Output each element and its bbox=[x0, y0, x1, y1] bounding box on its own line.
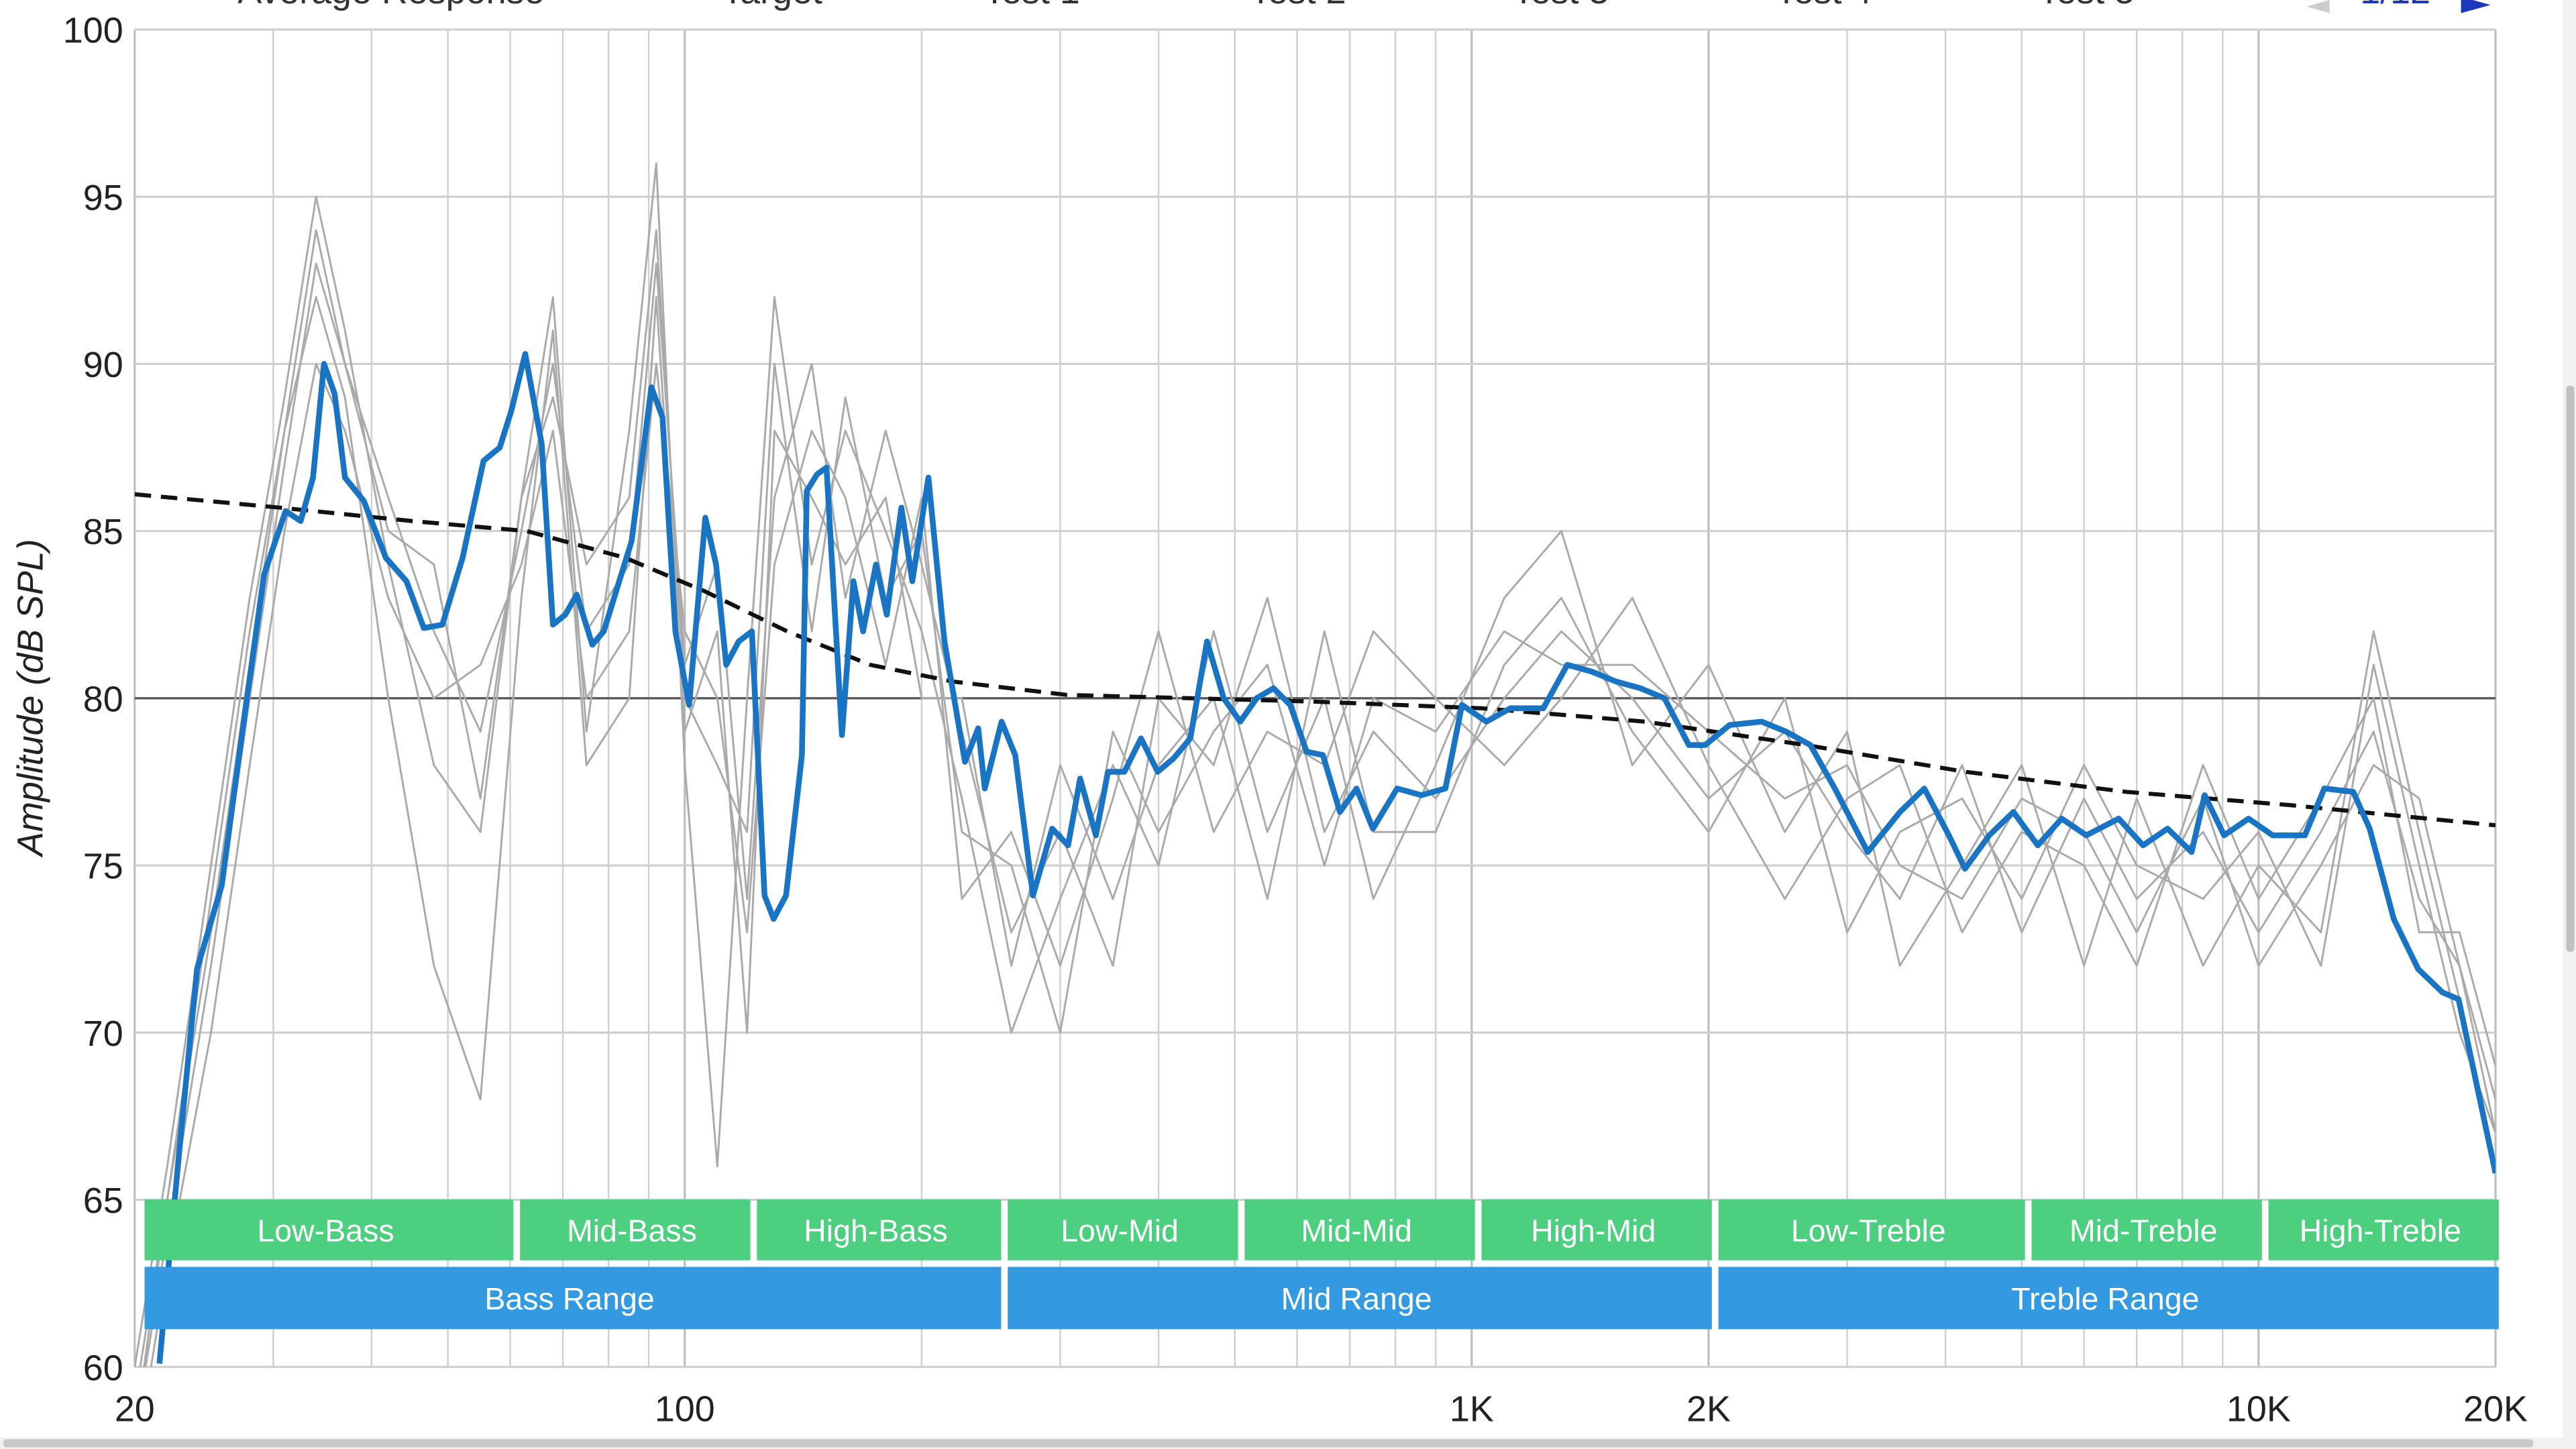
band-label: High-Bass bbox=[804, 1214, 948, 1248]
series-line bbox=[134, 492, 2496, 828]
legend-entry: Average Response bbox=[237, 0, 544, 11]
band bbox=[2031, 1199, 2262, 1260]
legend-entry: Test 2 bbox=[1250, 0, 1346, 11]
x-tick-label: 2K bbox=[1686, 1389, 1731, 1429]
band bbox=[1718, 1199, 2025, 1260]
series-line bbox=[139, 296, 2496, 1367]
series-line bbox=[150, 362, 2496, 1367]
x-tick-label: 10K bbox=[2226, 1389, 2291, 1429]
legend-entry: Test 4 bbox=[1776, 0, 1872, 11]
pager-prev[interactable] bbox=[2306, 0, 2330, 13]
band bbox=[757, 1199, 1002, 1260]
band bbox=[1481, 1199, 1712, 1260]
h-scrollbar-thumb[interactable] bbox=[3, 1439, 2534, 1448]
y-tick-label: 75 bbox=[83, 847, 123, 887]
x-tick-label: 100 bbox=[655, 1389, 715, 1429]
band-label: Treble Range bbox=[2011, 1281, 2199, 1316]
grid bbox=[133, 28, 2497, 1368]
y-tick-label: 95 bbox=[83, 178, 123, 218]
axes: 20 100 1K 2K 10K 20K 60 65 70 75 80 85 90 95 100 bbox=[63, 11, 2528, 1430]
series-line bbox=[134, 162, 2496, 1367]
plot-lines bbox=[134, 162, 2496, 1367]
band-label: Low-Bass bbox=[257, 1214, 394, 1248]
band bbox=[1008, 1199, 1238, 1260]
band bbox=[1244, 1199, 1475, 1260]
band bbox=[520, 1199, 751, 1260]
band bbox=[1008, 1267, 1712, 1330]
legend-entry: Test 3 bbox=[1513, 0, 1609, 11]
band bbox=[144, 1199, 514, 1260]
pager-label: 1/12 bbox=[2360, 0, 2430, 11]
legend: Average Response Target Test 1 Test 2 Test 3… bbox=[237, 0, 2135, 11]
x-tick-label: 1K bbox=[1450, 1389, 1494, 1429]
band-label: Mid Range bbox=[1281, 1281, 1432, 1316]
band bbox=[144, 1267, 1002, 1330]
y-tick-label: 70 bbox=[83, 1014, 123, 1054]
y-axis-label: Amplitude (dB SPL) bbox=[11, 539, 51, 857]
y-tick-label: 80 bbox=[83, 679, 123, 719]
band-label: Mid-Bass bbox=[567, 1214, 697, 1248]
legend-entry: Target bbox=[722, 0, 822, 11]
y-tick-label: 90 bbox=[83, 345, 123, 385]
y-tick-label: 100 bbox=[63, 11, 123, 51]
band-label: Low-Treble bbox=[1791, 1214, 1946, 1248]
band-label: Low-Mid bbox=[1061, 1214, 1179, 1248]
bands: Low-Bass Mid-Bass High-Bass Low-Mid Mid-Mid H… bbox=[144, 1199, 2499, 1330]
y-tick-label: 65 bbox=[83, 1181, 123, 1221]
band-label: High-Mid bbox=[1531, 1214, 1656, 1248]
x-tick-label: 20 bbox=[115, 1389, 155, 1429]
y-tick-label: 85 bbox=[83, 512, 123, 552]
legend-entry: Test 1 bbox=[983, 0, 1080, 11]
legend-entry: Test 5 bbox=[2038, 0, 2135, 11]
series-line bbox=[144, 262, 2496, 1367]
y-tick-label: 60 bbox=[83, 1348, 123, 1388]
band-label: Mid-Mid bbox=[1301, 1214, 1411, 1248]
band-label: Mid-Treble bbox=[2070, 1214, 2218, 1248]
x-tick-label: 20K bbox=[2463, 1389, 2528, 1429]
band-label: Bass Range bbox=[484, 1281, 654, 1316]
band-label: High-Treble bbox=[2300, 1214, 2461, 1248]
band bbox=[1718, 1267, 2499, 1330]
pager-next[interactable] bbox=[2461, 0, 2491, 13]
scrollbar-thumb[interactable] bbox=[2566, 385, 2575, 952]
series-line bbox=[156, 351, 2496, 1364]
band bbox=[2268, 1199, 2499, 1260]
